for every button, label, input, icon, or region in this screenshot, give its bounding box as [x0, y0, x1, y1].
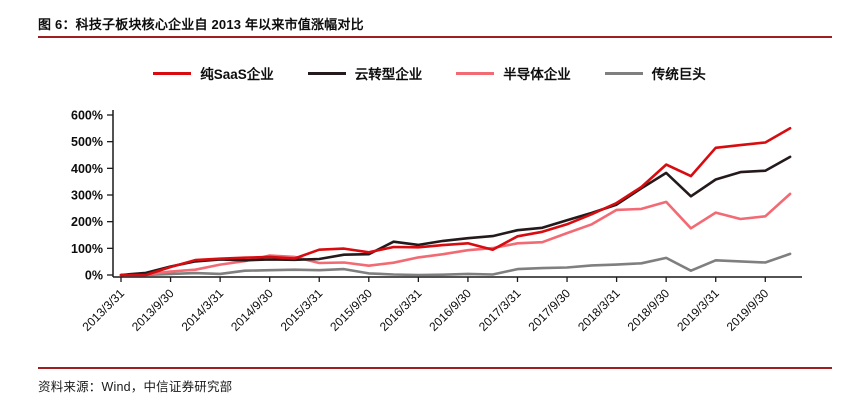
x-tick-label: 2017/3/31: [476, 286, 524, 334]
x-tick-label: 2019/9/30: [724, 286, 772, 334]
legend-swatch-semiconductor: [456, 71, 495, 75]
legend-label-semiconductor: 半导体企业: [503, 67, 571, 82]
legend-item-cloud-transform: 云转型企业: [307, 63, 423, 83]
legend-item-pure-saas: 纯SaaS企业: [153, 63, 274, 83]
y-tick-label: 600%: [71, 109, 103, 123]
figure-title: 图 6：科技子板块核心企业自 2013 年以来市值涨幅对比: [38, 17, 364, 32]
legend-label-cloud-transform: 云转型企业: [354, 67, 423, 82]
x-tick-label: 2014/3/31: [179, 286, 227, 334]
chart-legend: 纯SaaS企业 云转型企业 半导体企业 传统巨头: [0, 63, 859, 83]
series-line-纯SaaS企业: [119, 127, 792, 277]
x-tick-label: 2018/9/30: [625, 286, 673, 334]
y-tick-label: 0%: [85, 269, 103, 283]
x-tick-label: 2013/9/30: [129, 286, 177, 334]
x-tick-label: 2016/9/30: [426, 286, 474, 334]
series-line-半导体企业: [119, 192, 792, 277]
title-underline-rule: [38, 36, 832, 38]
x-tick-label: 2015/3/31: [278, 286, 326, 334]
x-tick-label: 2018/3/31: [575, 286, 623, 334]
legend-swatch-cloud-transform: [307, 71, 346, 75]
source-note: 资料来源：Wind，中信证券研究部: [38, 380, 233, 394]
legend-swatch-traditional-giants: [604, 71, 643, 75]
legend-label-pure-saas: 纯SaaS企业: [200, 67, 274, 82]
series-line-传统巨头: [119, 252, 792, 277]
series-line-云转型企业: [119, 155, 792, 277]
y-tick-label: 100%: [71, 242, 103, 256]
x-tick-label: 2017/9/30: [526, 286, 574, 334]
source-divider-rule: [38, 367, 832, 369]
legend-swatch-pure-saas: [153, 71, 192, 75]
x-tick-label: 2015/9/30: [327, 286, 375, 334]
legend-item-traditional-giants: 传统巨头: [604, 63, 706, 83]
legend-label-traditional-giants: 传统巨头: [651, 67, 706, 82]
x-tick-label: 2014/9/30: [228, 286, 276, 334]
x-tick-label: 2019/3/31: [674, 286, 722, 334]
x-tick-label: 2016/3/31: [377, 286, 425, 334]
y-tick-label: 400%: [71, 162, 103, 176]
x-tick-label: 2013/3/31: [79, 286, 127, 334]
y-tick-label: 300%: [71, 189, 103, 203]
y-tick-label: 200%: [71, 215, 103, 229]
y-tick-label: 500%: [71, 135, 103, 149]
legend-item-semiconductor: 半导体企业: [456, 63, 571, 83]
